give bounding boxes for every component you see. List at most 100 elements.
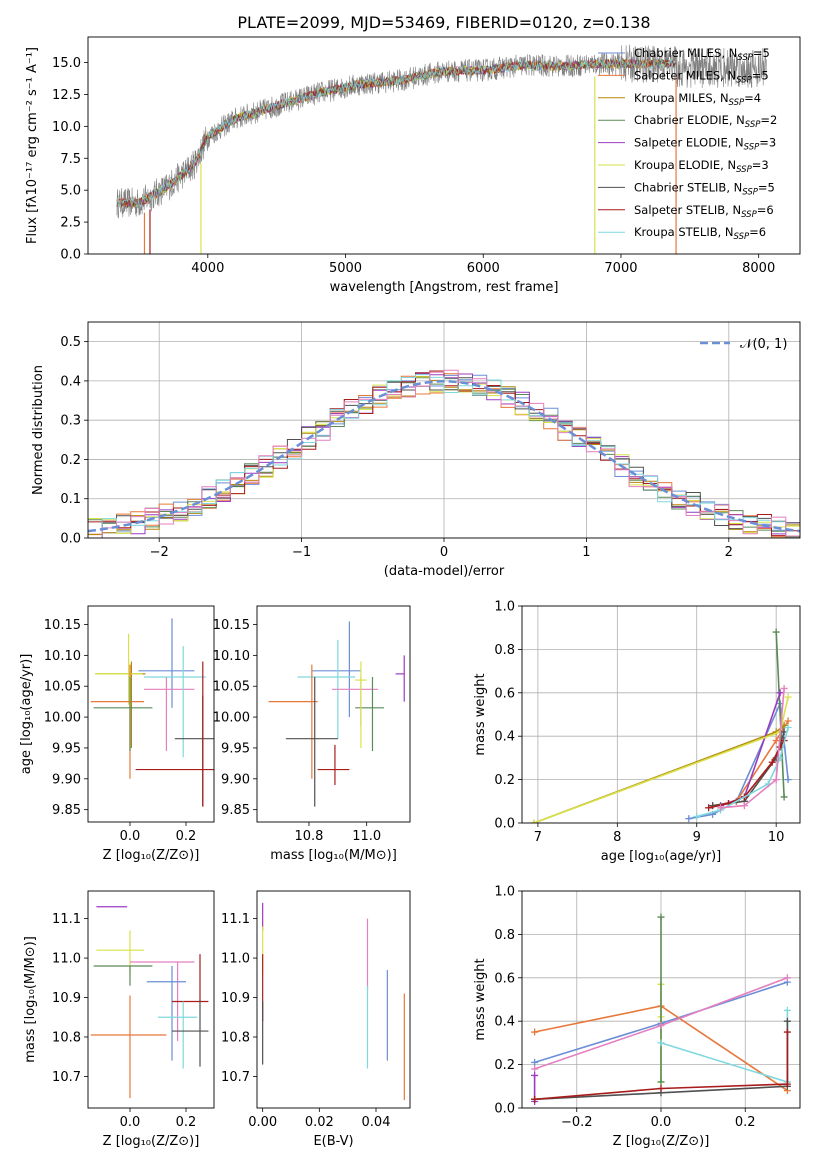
massweight-marker xyxy=(531,1058,539,1066)
legend-entry: Chabrier ELODIE, NSSP=2 xyxy=(634,113,777,130)
mass_vs_EBV-ytick-label: 10.8 xyxy=(221,1030,250,1045)
age_vs_Z-ytick-label: 9.95 xyxy=(52,741,81,756)
legend-entry: Kroupa STELIB, NSSP=6 xyxy=(634,225,766,242)
massweight_vs_age-xtick-label: 10 xyxy=(768,830,785,845)
age_vs_Z-xtick-label: 0.0 xyxy=(120,829,141,844)
spectrum-xtick-label: 5000 xyxy=(329,261,362,276)
histogram-step xyxy=(88,369,800,538)
massweight_vs_age-ytick-label: 0.8 xyxy=(494,643,515,658)
residuals-ytick-label: 0.1 xyxy=(60,492,81,507)
age_vs_mass-ytick-label: 10.00 xyxy=(213,711,250,726)
massweight-marker xyxy=(783,1028,791,1036)
age_vs_mass-xlabel: mass [log₁₀(M/M⊙)] xyxy=(270,848,397,863)
massweight-marker xyxy=(783,1006,791,1014)
age_vs_mass-ytick-label: 9.85 xyxy=(221,803,250,818)
residuals-ylabel: Normed distribution xyxy=(31,365,46,495)
age_vs_Z-ytick-label: 10.05 xyxy=(44,680,81,695)
massweight-marker xyxy=(776,689,784,697)
spectrum-xtick-label: 8000 xyxy=(742,261,775,276)
spectrum-title: PLATE=2099, MJD=53469, FIBERID=0120, z=0… xyxy=(237,13,650,32)
massweight-marker xyxy=(784,693,792,701)
massweight_vs_age-ytick-label: 0.0 xyxy=(494,817,515,832)
massweight_vs_age-ytick-label: 1.0 xyxy=(494,600,515,615)
massweight-marker xyxy=(657,1078,665,1086)
legend-gaussian-label: 𝒩(0, 1) xyxy=(740,337,787,352)
massweight-marker xyxy=(768,758,776,766)
massweight_vs_Z-axes xyxy=(518,890,801,1112)
massweight-marker xyxy=(531,1065,539,1073)
mass_vs_EBV-ytick-label: 10.9 xyxy=(221,991,250,1006)
massweight-marker xyxy=(717,804,725,812)
mass_vs_Z-ytick-label: 11.1 xyxy=(52,912,81,927)
legend-entry: Chabrier STELIB, NSSP=5 xyxy=(634,180,775,197)
legend-entry: Salpeter MILES, NSSP=5 xyxy=(634,68,769,85)
residuals-ytick-label: 0.5 xyxy=(60,335,81,350)
massweight-marker xyxy=(657,1084,665,1092)
mass_vs_EBV-xlabel: E(B-V) xyxy=(313,1134,353,1149)
age_vs_mass-ytick-label: 9.90 xyxy=(221,772,250,787)
massweight_vs_age-frame xyxy=(521,605,801,824)
age_vs_Z-xlabel: Z [log₁₀(Z/Z⊙)] xyxy=(103,848,200,863)
massweight-marker xyxy=(783,974,791,982)
age_vs_Z-frame xyxy=(87,605,215,823)
massweight_vs_Z-frame xyxy=(521,890,801,1109)
massweight-marker xyxy=(740,802,748,810)
mass_vs_Z-plot-area xyxy=(90,906,209,1099)
massweight_vs_Z-ytick-label: 0.4 xyxy=(494,1015,515,1030)
massweight_vs_Z-plot-area xyxy=(522,891,800,1108)
mass_vs_Z-xtick-label: 0.2 xyxy=(176,1115,197,1130)
residuals-xtick-label: −1 xyxy=(292,545,311,560)
mass_vs_EBV-frame xyxy=(256,890,411,1109)
residuals-xtick-label: −2 xyxy=(150,545,169,560)
residuals-plot-area xyxy=(88,322,800,538)
age_vs_Z-ytick-label: 9.90 xyxy=(52,772,81,787)
massweight-marker xyxy=(657,1022,665,1030)
massweight-marker xyxy=(705,804,713,812)
spectrum-model-line xyxy=(116,58,676,208)
massweight-marker xyxy=(784,724,792,732)
age_vs_Z-plot-area xyxy=(90,618,214,807)
age_vs_mass-ytick-label: 10.10 xyxy=(213,649,250,664)
spectrum-axes: Chabrier MILES, NSSP=5 Salpeter MILES, NS… xyxy=(84,36,801,258)
residuals-frame xyxy=(87,321,801,539)
age_vs_Z-xtick-label: 0.2 xyxy=(176,829,197,844)
massweight_vs_age-xtick-label: 8 xyxy=(613,830,621,845)
massweight_vs_Z-ylabel: mass weight xyxy=(473,958,488,1040)
spectrum-ytick-label: 5.0 xyxy=(60,184,81,199)
age_vs_mass-ytick-label: 9.95 xyxy=(221,741,250,756)
age_vs_mass-axes xyxy=(253,605,411,826)
mass_vs_EBV-ytick-label: 11.0 xyxy=(221,952,250,967)
massweight-marker xyxy=(784,776,792,784)
gaussian-curve xyxy=(88,380,800,533)
residuals-xtick-label: 2 xyxy=(725,545,733,560)
massweight_vs_Z-xtick-label: −0.2 xyxy=(561,1115,593,1130)
age_vs_Z-ytick-label: 10.15 xyxy=(44,618,81,633)
massweight_vs_age-xtick-label: 9 xyxy=(693,830,701,845)
mass_vs_Z-ytick-label: 11.0 xyxy=(52,952,81,967)
residuals-xtick-label: 1 xyxy=(582,545,590,560)
mass_vs_Z-ytick-label: 10.9 xyxy=(52,991,81,1006)
massweight_vs_Z-xtick-label: 0.2 xyxy=(735,1115,756,1130)
massweight_vs_Z-xtick-label: 0.0 xyxy=(651,1115,672,1130)
residuals-ytick-label: 0.4 xyxy=(60,374,81,389)
spectrum-xtick-label: 4000 xyxy=(191,261,224,276)
mass_vs_Z-xtick-label: 0.0 xyxy=(120,1115,141,1130)
massweight_vs_age-plot-area xyxy=(522,606,800,823)
massweight_vs_Z-ytick-label: 0.0 xyxy=(494,1102,515,1117)
massweight_vs_age-ytick-label: 0.4 xyxy=(494,730,515,745)
spectrum-ytick-label: 7.5 xyxy=(60,152,81,167)
massweight-line xyxy=(533,696,789,823)
massweight_vs_Z-xlabel: Z [log₁₀(Z/Z⊙)] xyxy=(613,1134,710,1149)
massweight_vs_Z-ytick-label: 0.8 xyxy=(494,928,515,943)
spectrum-ytick-label: 10.0 xyxy=(52,120,81,135)
age_vs_Z-ytick-label: 9.85 xyxy=(52,803,81,818)
age_vs_mass-ytick-label: 10.05 xyxy=(213,680,250,695)
massweight-marker xyxy=(531,1028,539,1036)
massweight-marker xyxy=(784,717,792,725)
mass_vs_Z-ytick-label: 10.8 xyxy=(52,1030,81,1045)
residuals-ytick-label: 0.0 xyxy=(60,532,81,547)
spectrum-ytick-label: 12.5 xyxy=(52,88,81,103)
massweight_vs_Z-ytick-label: 0.6 xyxy=(494,971,515,986)
residuals-axes xyxy=(84,321,801,542)
spectrum-ytick-label: 2.5 xyxy=(60,216,81,231)
